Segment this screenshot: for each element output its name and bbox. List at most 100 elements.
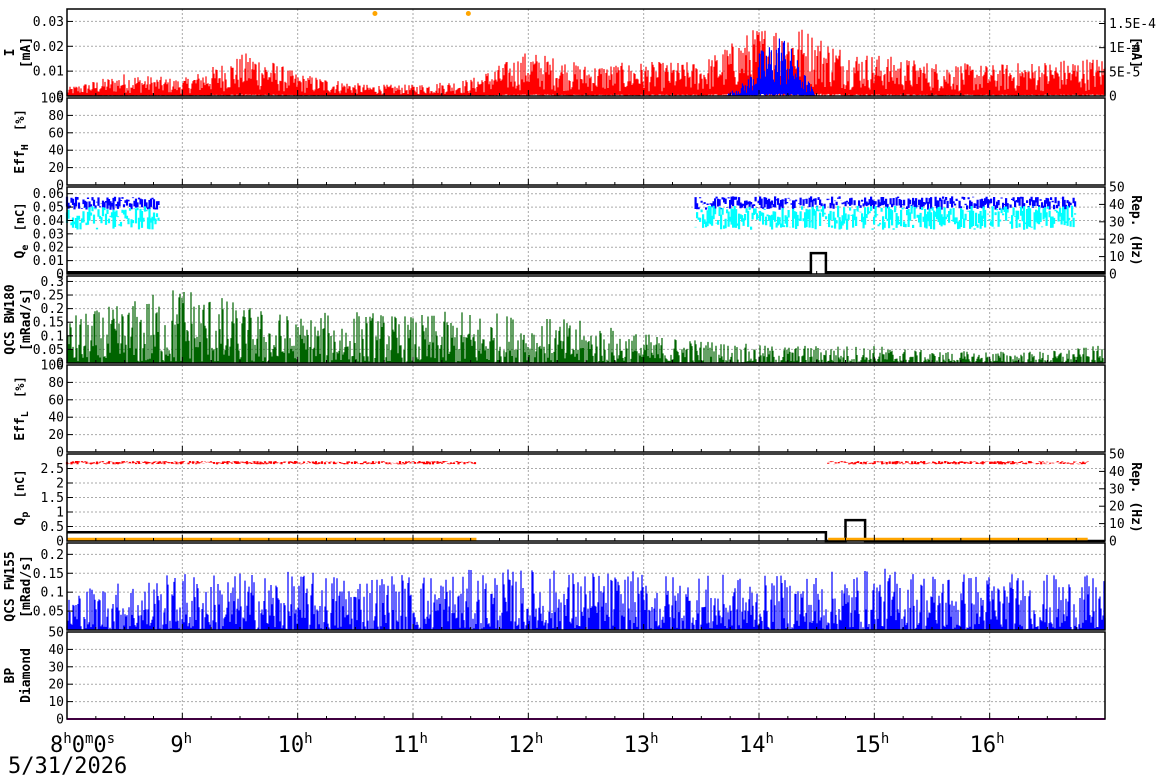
- series-qp-0: [65, 461, 1089, 465]
- y-axis-label-sub: e: [20, 245, 31, 251]
- y-tick-label: 0.01: [33, 254, 64, 269]
- y-tick-label: 0.02: [33, 40, 64, 55]
- x-tick-hour: 11: [393, 733, 420, 758]
- y-axis-label: BP: [3, 668, 18, 684]
- panel-qcs_bw: 00.050.10.150.20.250.3 QCS BW180 [mRad/s]: [3, 275, 1106, 372]
- y-tick-label: 0.5: [41, 520, 64, 535]
- y2-tick-label: 0: [1109, 90, 1117, 105]
- y-tick-label: 0.15: [33, 567, 64, 582]
- x-tick-label-16: 16h: [970, 731, 1005, 758]
- series-current-1: [724, 38, 817, 96]
- x-tick-label-part: s: [107, 731, 115, 747]
- panel-bp_diamond: 0 10 20 30 40 50 BP Diamond: [3, 626, 1106, 728]
- y2-tick-label: 40: [1109, 465, 1125, 480]
- x-tick-hour: 13: [624, 733, 651, 758]
- y-tick-label: 0: [56, 535, 64, 550]
- y2-tick-label: 10: [1109, 517, 1125, 532]
- x-tick-unit: h: [184, 731, 192, 747]
- series-qp-1: [67, 518, 1105, 543]
- y-axis-label: QCS FW155: [3, 551, 18, 621]
- y-tick-label: 0.1: [41, 586, 64, 601]
- panel-qe: 00.010.020.030.040.050.0601020304050Rep.…: [13, 181, 1143, 283]
- y-tick-label: 40: [48, 144, 64, 159]
- x-tick-hour: 10: [278, 733, 305, 758]
- y-tick-label: 0.1: [41, 329, 64, 344]
- panel-effl: 0 20 40 60 80 100 EffL [%]: [13, 359, 1106, 461]
- x-tick-label-11: 11h: [393, 731, 428, 758]
- series-trace: [66, 29, 1106, 96]
- panel-frame: [66, 186, 1106, 275]
- y2-tick-label: 30: [1109, 215, 1125, 230]
- y2-tick-label: 50: [1109, 448, 1125, 463]
- y2-axis-label: Rep. (Hz): [1128, 195, 1143, 265]
- y-tick-label: 1: [56, 506, 64, 521]
- series-qcs_bw-0: [66, 290, 1106, 363]
- y-tick-label: 40: [48, 643, 64, 658]
- x-tick-unit: h: [650, 731, 658, 747]
- panel-frame: [66, 364, 1106, 453]
- x-tick-label-13: 13h: [624, 731, 659, 758]
- series-trace: [66, 568, 1106, 630]
- y-axis-unit: [nC]: [13, 203, 27, 239]
- y-tick-label: 10: [48, 695, 64, 710]
- series-band: [827, 461, 1089, 465]
- y-axis-unit: [nC]: [13, 470, 27, 506]
- x-tick-label-part: h: [63, 731, 71, 747]
- y-tick-label: 60: [48, 393, 64, 408]
- y-axis-label: Qe [nC]: [13, 203, 31, 259]
- x-tick-hour: 12: [508, 733, 535, 758]
- series-qe-1: [65, 205, 1077, 230]
- x-tick-unit: h: [535, 731, 543, 747]
- y-axis-unit: [%]: [13, 109, 27, 138]
- y2-tick-label: 40: [1109, 198, 1125, 213]
- y-tick-label: 2.5: [41, 462, 64, 477]
- series-qe-2: [67, 251, 1105, 274]
- x-tick-label-part: m: [85, 731, 93, 747]
- x-tick-label-part: 0: [93, 733, 106, 758]
- series-current-0: [66, 29, 1106, 96]
- y-tick-label: 0.04: [33, 214, 64, 229]
- x-tick-unit: h: [304, 731, 312, 747]
- x-tick-hour: 9: [170, 733, 183, 758]
- y-tick-label: 1.5: [41, 491, 64, 506]
- y2-tick-label: 0: [1109, 535, 1117, 550]
- y-tick-label: 100: [41, 359, 64, 374]
- y2-tick-label: 1E-4: [1109, 41, 1140, 56]
- series-trace: [66, 290, 1106, 363]
- y-tick-label: 0.05: [33, 201, 64, 216]
- series-band: [65, 206, 160, 230]
- y-tick-label: 100: [41, 92, 64, 107]
- y2-axis-label: [mA]: [1128, 37, 1143, 68]
- y2-tick-label: 1.5E-4: [1109, 17, 1156, 32]
- series-trace: [724, 38, 817, 96]
- y-tick-label: 0.03: [33, 227, 64, 242]
- panel-effh: 0 20 40 60 80 100 EffH [%]: [13, 92, 1106, 194]
- series-band: [694, 205, 1077, 230]
- y-tick-label: 0.02: [33, 241, 64, 256]
- x-tick-hour: 16: [970, 733, 997, 758]
- y-tick-label: 2: [56, 477, 64, 492]
- y2-tick-label: 30: [1109, 482, 1125, 497]
- y-axis-label: EffH [%]: [13, 109, 31, 173]
- y2-tick-label: 0: [1109, 268, 1117, 283]
- y-axis-label-sub: p: [20, 512, 31, 518]
- y2-tick-label: 20: [1109, 500, 1125, 515]
- y-tick-label: 0: [56, 357, 64, 372]
- y-tick-label: 30: [48, 660, 64, 675]
- y-axis-label: Qp [nC]: [13, 470, 31, 526]
- x-tick-label-12: 12h: [508, 731, 543, 758]
- y-axis-label: I: [3, 49, 18, 57]
- x-tick-label-9: 9h: [170, 731, 192, 758]
- y-tick-label: 0.05: [33, 605, 64, 620]
- y2-tick-label: 10: [1109, 250, 1125, 265]
- x-tick-label-15: 15h: [854, 731, 889, 758]
- y-tick-label: 0.25: [33, 289, 64, 304]
- y2-axis-label: Rep. (Hz): [1128, 462, 1143, 532]
- series-qe-0: [65, 196, 1077, 210]
- x-tick-label-start: 8h0m0s: [50, 731, 115, 758]
- date-label: 5/31/2026: [8, 754, 128, 779]
- y-tick-label: 20: [48, 161, 64, 176]
